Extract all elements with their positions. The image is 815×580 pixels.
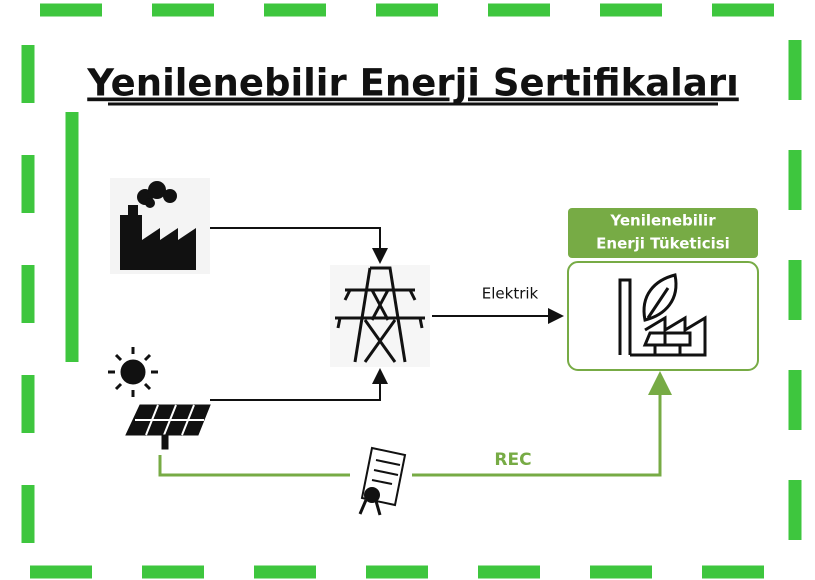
consumer-header [568,208,758,258]
title: Yenilenebilir Enerji Sertifikaları [86,62,739,105]
edge-label: REC [494,450,531,470]
border [21,3,802,579]
certificate-icon [350,440,412,516]
edge [210,227,388,264]
factory-icon [110,178,210,274]
consumer-box [567,261,759,371]
pylon-icon [330,265,430,367]
green-factory-icon [618,273,707,357]
edge-label: Elektrik [482,285,539,303]
edge [210,368,388,401]
consumer-label: Yenilenebilir [609,212,716,230]
solar-icon [108,347,211,450]
consumer-label: Enerji Tüketicisi [596,235,730,253]
